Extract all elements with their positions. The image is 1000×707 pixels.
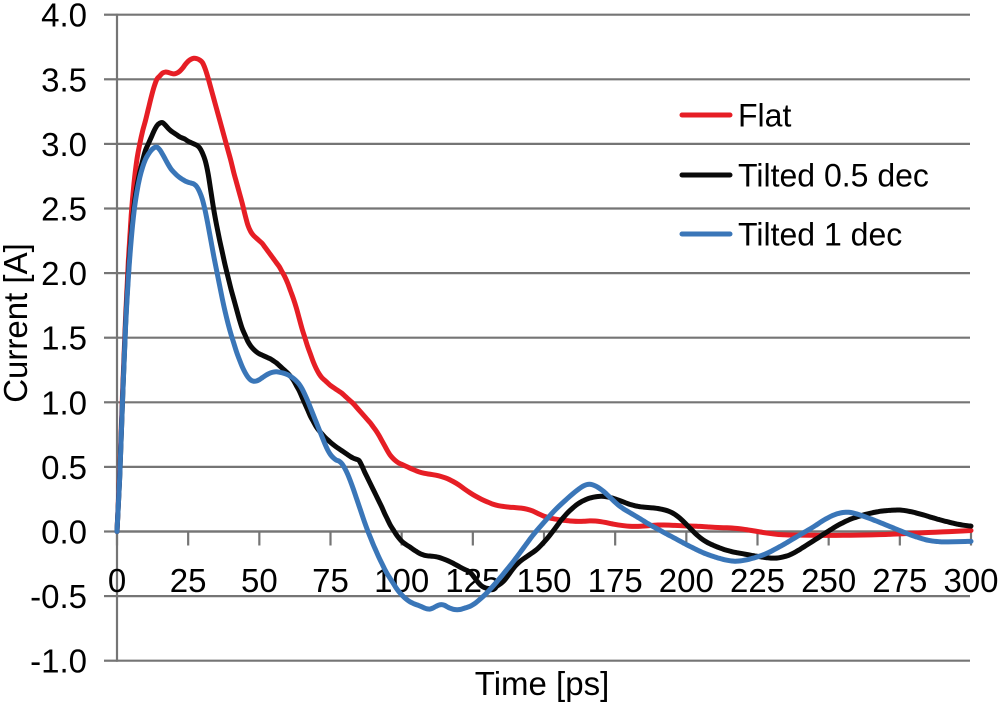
y-tick-label-2.5: 2.5 bbox=[41, 191, 87, 228]
legend-label-2: Tilted 0.5 dec bbox=[738, 158, 929, 194]
y-tick-label-3.5: 3.5 bbox=[41, 61, 87, 98]
x-tick-label-200: 200 bbox=[659, 562, 714, 599]
x-axis-title: Time [ps] bbox=[475, 665, 609, 702]
x-tick-label-175: 175 bbox=[588, 562, 643, 599]
legend-item-tilted-1-dec: Tilted 1 dec bbox=[679, 217, 902, 253]
y-tick-label-1.0: 1.0 bbox=[41, 384, 87, 421]
series-line-flat bbox=[114, 55, 974, 538]
y-tick-label-3.0: 3.0 bbox=[41, 126, 87, 163]
y-tick-label-0.0: 0.0 bbox=[41, 514, 87, 551]
x-tick-label-25: 25 bbox=[170, 562, 207, 599]
x-tick-label-125: 125 bbox=[445, 562, 500, 599]
legend-label-1: Flat bbox=[738, 98, 791, 134]
x-tick-label-0: 0 bbox=[108, 562, 126, 599]
y-tick-label-1.5: 1.5 bbox=[41, 320, 87, 357]
x-tick-label-75: 75 bbox=[312, 562, 349, 599]
x-tick-label-250: 250 bbox=[801, 562, 856, 599]
legend-item-tilted-0-5-dec: Tilted 0.5 dec bbox=[679, 158, 929, 194]
x-tick-label-50: 50 bbox=[241, 562, 278, 599]
y-tick-label-4.0: 4.0 bbox=[41, 0, 87, 34]
series-lines bbox=[114, 55, 974, 613]
tick-labels: 4.0 3.5 3.0 2.5 2.0 1.5 1.0 0.5 0.0 -0.5 -1.0 0 25 50… bbox=[30, 0, 998, 680]
x-tick-label-275: 275 bbox=[872, 562, 927, 599]
series-line-tilted-1-dec bbox=[114, 144, 974, 613]
x-tick-label-300: 300 bbox=[943, 562, 998, 599]
x-tick-label-150: 150 bbox=[516, 562, 571, 599]
y-tick-label-2.0: 2.0 bbox=[41, 255, 87, 292]
legend: Flat Tilted 0.5 dec Tilted 1 dec bbox=[679, 98, 929, 253]
legend-label-3: Tilted 1 dec bbox=[738, 217, 902, 253]
y-axis-title: Current [A] bbox=[0, 243, 34, 403]
y-tick-label-0.5: 0.5 bbox=[41, 449, 87, 486]
y-tick-label--0.5: -0.5 bbox=[30, 578, 87, 615]
legend-item-flat: Flat bbox=[679, 98, 791, 134]
x-tick-label-225: 225 bbox=[730, 562, 785, 599]
series-line-tilted-0-5-dec bbox=[114, 119, 974, 592]
y-tick-label--1.0: -1.0 bbox=[30, 643, 87, 680]
